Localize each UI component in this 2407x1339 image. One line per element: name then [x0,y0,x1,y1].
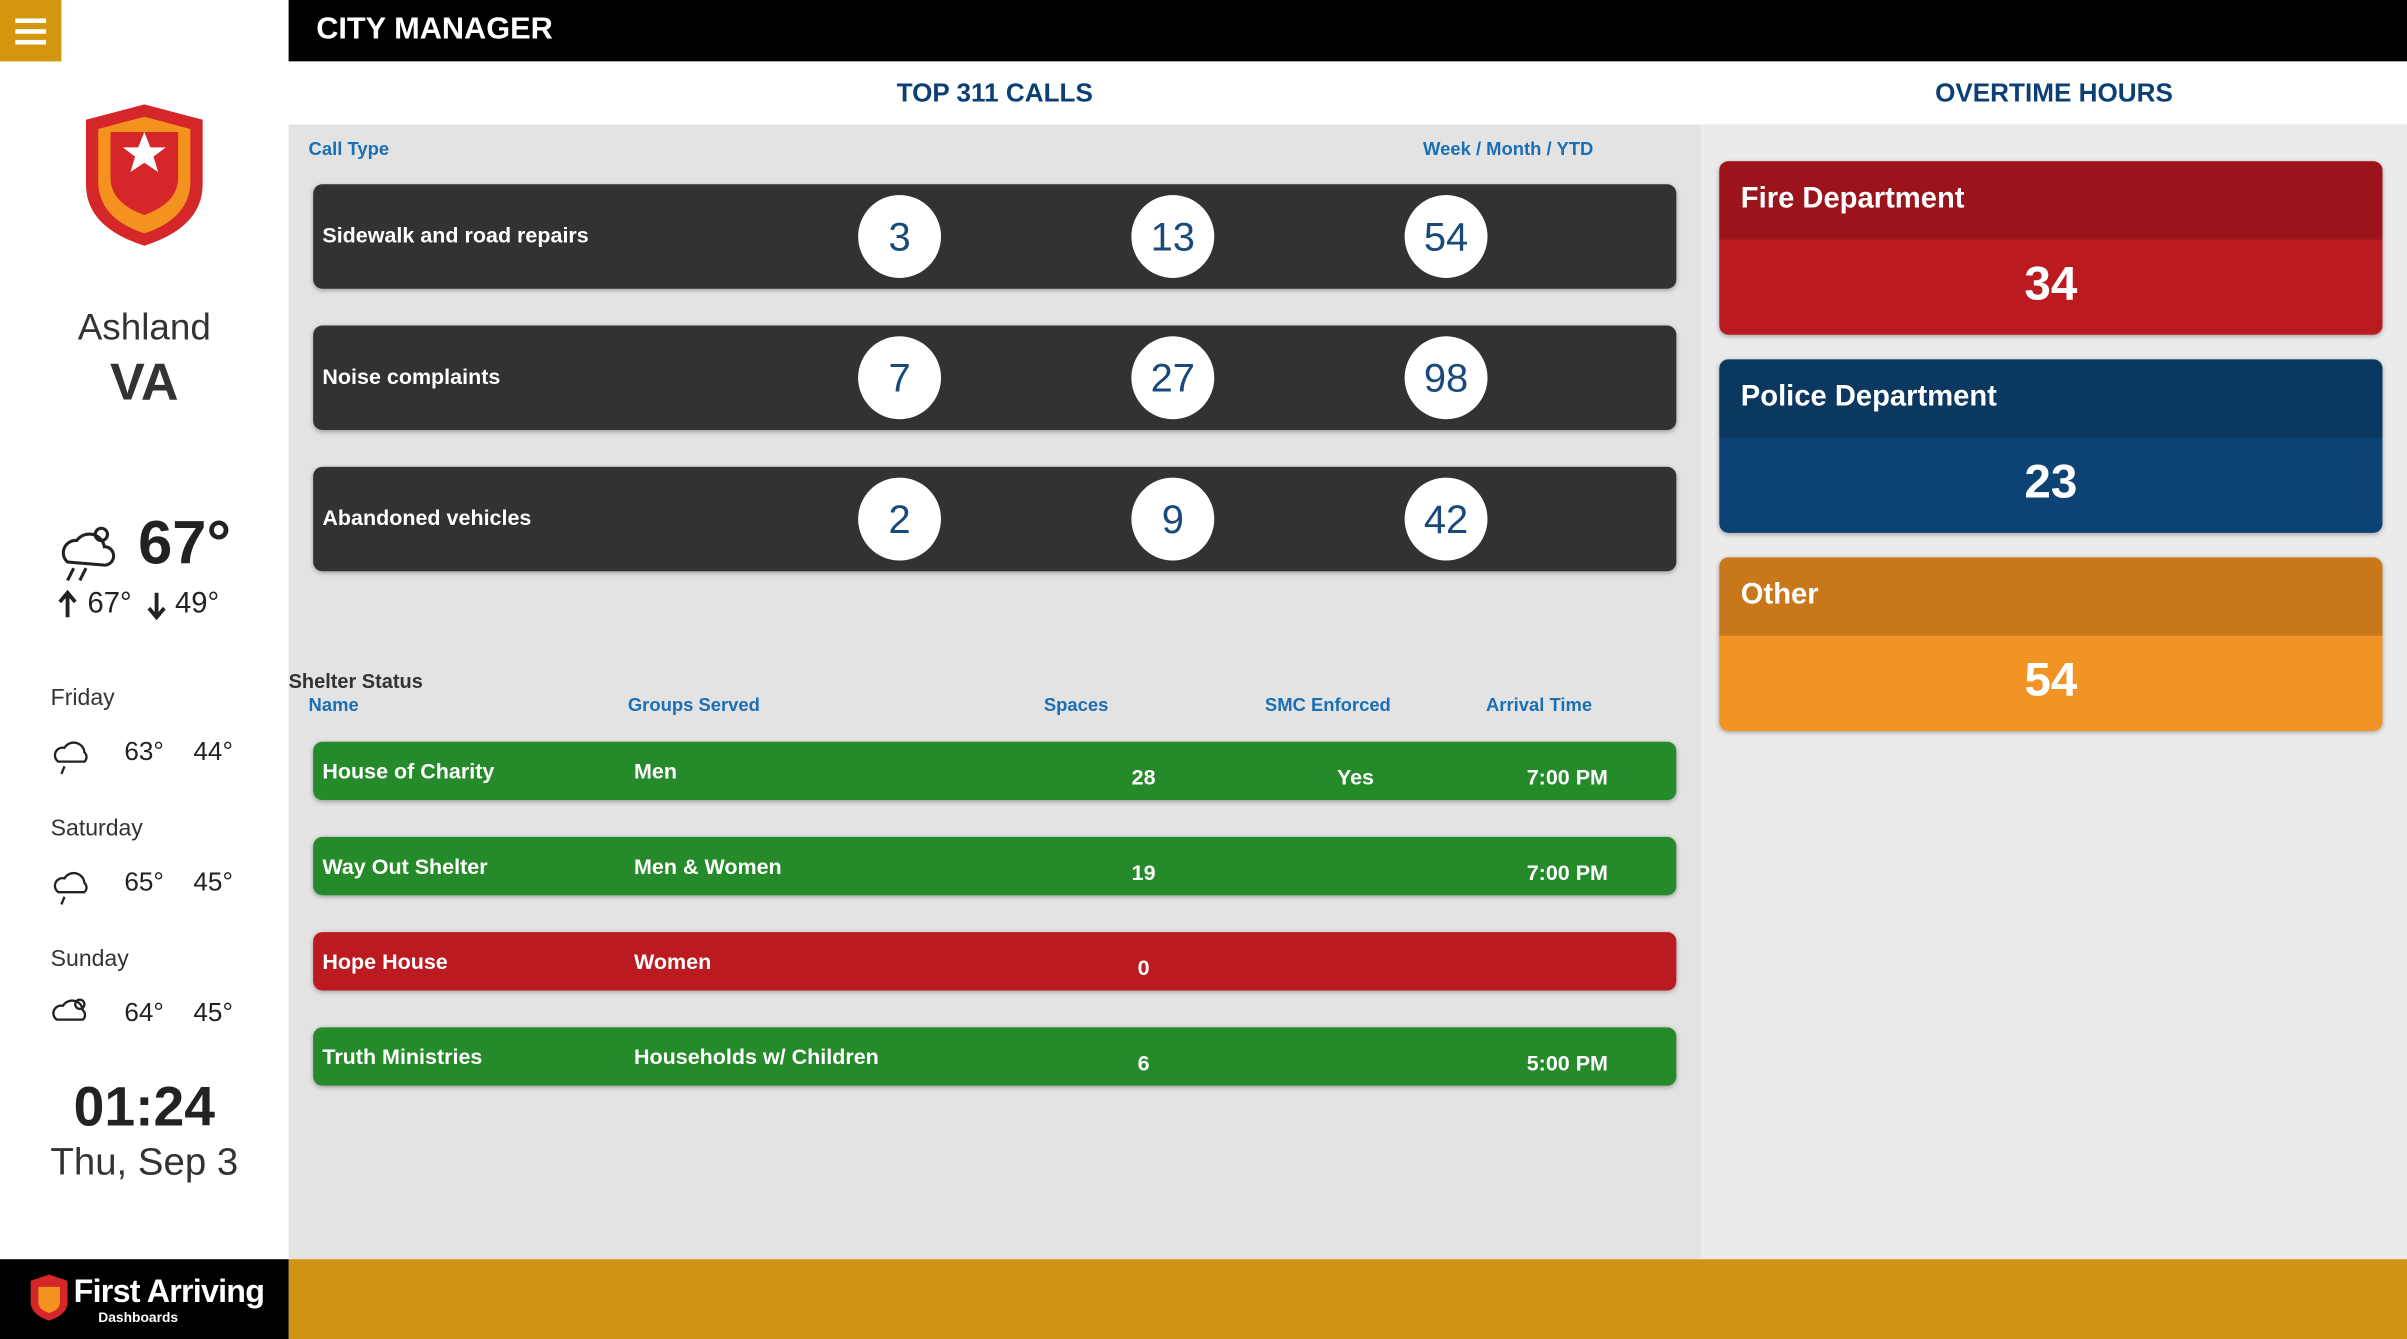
forecast-icons [52,741,88,1021]
overtime-card: Other 54 [1719,557,2383,731]
brand-logo [30,1274,68,1321]
column-header: Groups Served [627,694,760,716]
shelter-arrival: 7:00 PM [1526,764,1608,790]
city: Ashland [77,307,211,349]
shelter-row: House of Charity Men 28 Yes 7:00 PM [313,741,1677,801]
state: VA [109,353,179,412]
shelter-groups: Men & Women [633,853,782,879]
brand-sub: Dashboards [98,1309,179,1326]
forecast-high: 65° [124,867,164,897]
call-count: 98 [1404,336,1488,420]
shelter-groups: Men [633,758,677,784]
city-logo [85,104,203,246]
shelter-groups: Women [633,949,712,974]
shelter-name: Hope House [322,949,448,974]
forecast-day: Sunday [50,945,129,973]
department: Police Department [1740,380,1997,414]
forecast-low: 45° [193,867,233,897]
section-title: OVERTIME HOURS [1935,78,2173,108]
forecast-day: Friday [50,684,115,711]
call-count: 7 [858,336,942,420]
call-row: Sidewalk and road repairs 3 13 54 [313,184,1677,289]
shelter-row: Hope House Women 0 [313,932,1677,991]
call-type: Abandoned vehicles [322,505,532,530]
shelter-row: Way Out Shelter Men & Women 19 7:00 PM [313,836,1677,896]
overtime-card: Police Department 23 [1719,359,2383,533]
overtime-value: 34 [2024,256,2078,311]
overtime-value: 54 [2024,652,2078,707]
shelter-arrival: 5:00 PM [1526,1050,1608,1075]
column-header: Spaces [1043,694,1109,716]
call-row: Noise complaints 7 27 98 [313,325,1677,430]
call-count: 3 [858,195,942,278]
shelter-smc: Yes [1336,764,1375,790]
date: Thu, Sep 3 [50,1140,239,1184]
overtime-value: 23 [2024,454,2078,509]
weather-icon [61,526,116,582]
column-header: Arrival Time [1485,694,1593,716]
forecast-high: 63° [124,737,164,767]
high-temp: 67° [87,588,132,621]
high-arrow [58,589,77,618]
shelter-spaces: 19 [1131,859,1156,885]
menu-button[interactable] [0,0,62,62]
call-type: Sidewalk and road repairs [322,222,589,248]
column-header: SMC Enforced [1264,694,1391,716]
forecast-day: Saturday [50,815,143,842]
call-count: 9 [1131,477,1215,561]
call-count: 13 [1131,195,1215,278]
shelter-row: Truth Ministries Households w/ Children 6 5… [313,1027,1677,1086]
department: Fire Department [1740,182,1965,215]
column-header: Name [308,694,359,716]
call-count: 27 [1131,336,1215,420]
card-head: Police Department [1719,359,2383,438]
header-title: CITY MANAGER [316,12,553,47]
forecast-low: 44° [193,737,233,767]
card-head: Fire Department [1719,161,2383,240]
section-title: TOP 311 CALLS [896,78,1093,108]
shelter-name: Way Out Shelter [322,853,488,879]
temperature: 67° [138,509,232,578]
forecast-high: 64° [124,998,164,1028]
call-count: 54 [1404,195,1488,278]
low-temp: 49° [175,588,220,621]
shelter-name: House of Charity [322,758,495,784]
column-header: Week / Month / YTD [1423,138,1594,160]
section-label: Shelter Status [288,669,423,693]
shelter-spaces: 0 [1137,955,1150,980]
low-arrow [147,592,166,621]
brand: First Arriving [73,1274,265,1310]
call-count: 42 [1404,477,1488,561]
call-count: 2 [858,477,942,561]
forecast-low: 45° [193,998,233,1028]
shelter-groups: Households w/ Children [633,1044,879,1069]
card-head: Other [1719,557,2383,636]
clock: 01:24 [73,1074,215,1138]
shelter-spaces: 28 [1131,764,1156,790]
department: Other [1740,578,1819,612]
column-header: Call Type [308,138,390,160]
shelter-arrival: 7:00 PM [1526,859,1608,885]
call-row: Abandoned vehicles 2 9 42 [313,466,1677,572]
overtime-card: Fire Department 34 [1719,161,2383,335]
shelter-spaces: 6 [1137,1050,1150,1075]
call-type: Noise complaints [322,363,501,389]
shelter-name: Truth Ministries [322,1044,483,1069]
